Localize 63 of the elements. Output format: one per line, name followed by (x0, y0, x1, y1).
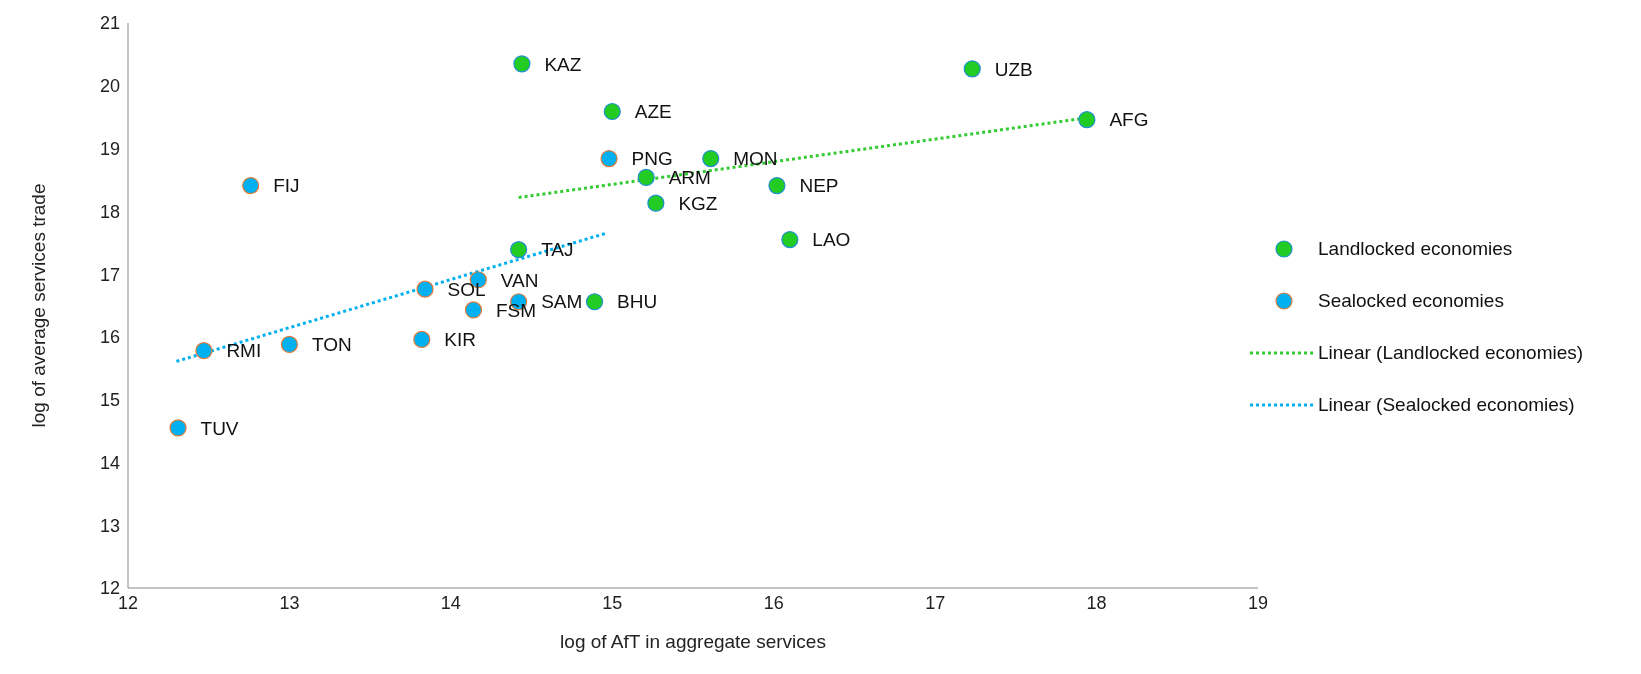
y-axis-title: log of average services trade (27, 183, 49, 428)
point (169, 419, 187, 437)
y-tick-label: 16 (99, 327, 120, 348)
point (963, 60, 981, 78)
annotation: VAN (500, 269, 539, 291)
annotation: KGZ (678, 192, 718, 214)
annotation: MON (733, 148, 778, 170)
annotation: RMI (226, 340, 262, 362)
annotation: FSM (495, 299, 537, 321)
point (510, 241, 528, 259)
annotation: KIR (444, 329, 476, 351)
y-tick-label: 20 (99, 76, 120, 97)
x-tick-label: 19 (1247, 592, 1269, 613)
point (585, 293, 604, 311)
x-tick-label: 14 (440, 592, 461, 613)
point (781, 230, 799, 249)
y-tick-label: 14 (99, 452, 120, 473)
annotation: BHU (617, 291, 658, 313)
annotation: ARM (668, 167, 711, 189)
point (413, 330, 431, 348)
point (600, 150, 618, 168)
x-tick-label: 15 (602, 592, 623, 613)
annotation: PNG (631, 148, 673, 170)
legend-label: Linear (Landlocked economies) (1318, 342, 1585, 364)
x-tick-label: 18 (1086, 592, 1107, 613)
annotation: LAO (812, 229, 851, 251)
x-tick-label: 16 (763, 592, 784, 613)
y-tick-label: 15 (99, 390, 120, 411)
y-tick-label: 12 (99, 578, 120, 599)
annotation: SOL (447, 278, 486, 300)
point (195, 342, 213, 360)
point (513, 55, 531, 73)
point (647, 194, 665, 212)
y-tick-label: 13 (99, 515, 120, 536)
annotation: FIJ (273, 175, 300, 197)
point (416, 280, 434, 298)
annotation: SAM (541, 291, 583, 313)
annotation: UZB (994, 58, 1033, 80)
y-tick-label: 21 (99, 13, 120, 34)
legend-label: Linear (Sealocked economies) (1318, 394, 1576, 416)
point (242, 176, 260, 195)
annotation: AZE (634, 101, 672, 123)
point (768, 176, 786, 195)
legend-label: Sealocked economies (1318, 290, 1505, 312)
annotation: TUV (200, 417, 239, 439)
y-tick-label: 18 (99, 201, 120, 222)
point (702, 150, 720, 168)
point (637, 168, 655, 187)
point (280, 335, 299, 354)
point (1078, 111, 1096, 129)
annotation: TAJ (541, 239, 574, 261)
x-axis-title: log of AfT in aggregate services (560, 631, 826, 652)
y-tick-label: 17 (99, 264, 120, 285)
x-tick-label: 13 (279, 592, 300, 613)
annotation: TON (311, 334, 352, 356)
annotation: AFG (1109, 109, 1149, 131)
annotation: NEP (799, 175, 839, 197)
x-tick-label: 17 (925, 592, 946, 613)
point (603, 102, 621, 121)
legend-label: Landlocked economies (1318, 238, 1514, 260)
annotation: KAZ (544, 53, 582, 75)
y-tick-label: 19 (99, 138, 120, 159)
point (464, 301, 483, 319)
